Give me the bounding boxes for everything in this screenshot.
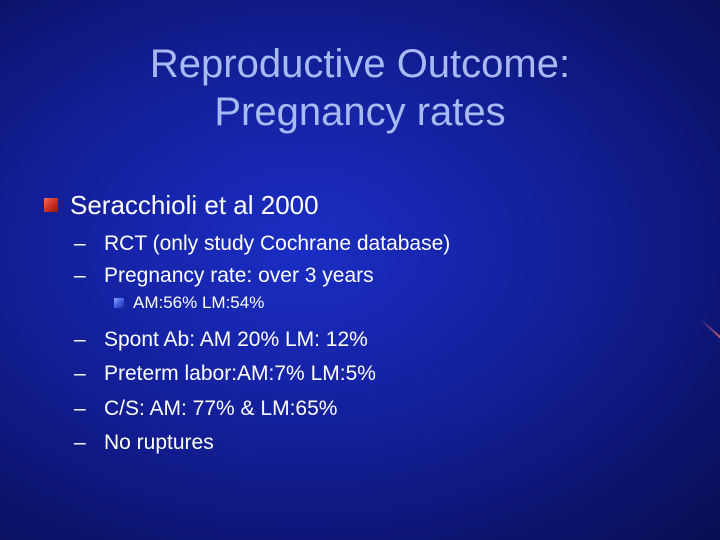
level2-item-ruptures: No ruptures xyxy=(104,431,214,454)
level2-item-pregnancy-rate: Pregnancy rate: over 3 years xyxy=(104,264,374,287)
slide-title: Reproductive Outcome: Pregnancy rates xyxy=(0,40,720,136)
dash-bullet: – xyxy=(74,232,86,255)
level3-item-rates: AM:56% LM:54% xyxy=(133,293,265,312)
slide-title-line-1: Reproductive Outcome: xyxy=(149,42,571,86)
level2-item-spont-ab: Spont Ab: AM 20% LM: 12% xyxy=(104,328,368,351)
level2-item-cs: C/S: AM: 77% & LM:65% xyxy=(104,397,338,420)
dash-bullet: – xyxy=(74,362,86,385)
level1-bullet-text: Seracchioli et al 2000 xyxy=(70,190,319,220)
small-square-bullet-icon xyxy=(114,298,124,308)
dash-bullet: – xyxy=(74,328,86,351)
level2-item-preterm: Preterm labor:AM:7% LM:5% xyxy=(104,362,376,385)
dash-bullet: – xyxy=(74,397,86,420)
slide-title-line-2: Pregnancy rates xyxy=(214,90,506,134)
level2-item-rct: RCT (only study Cochrane database) xyxy=(104,232,451,255)
decorative-streak xyxy=(699,318,720,340)
dash-bullet: – xyxy=(74,431,86,454)
dash-bullet: – xyxy=(74,264,86,287)
square-bullet-icon xyxy=(44,198,58,212)
